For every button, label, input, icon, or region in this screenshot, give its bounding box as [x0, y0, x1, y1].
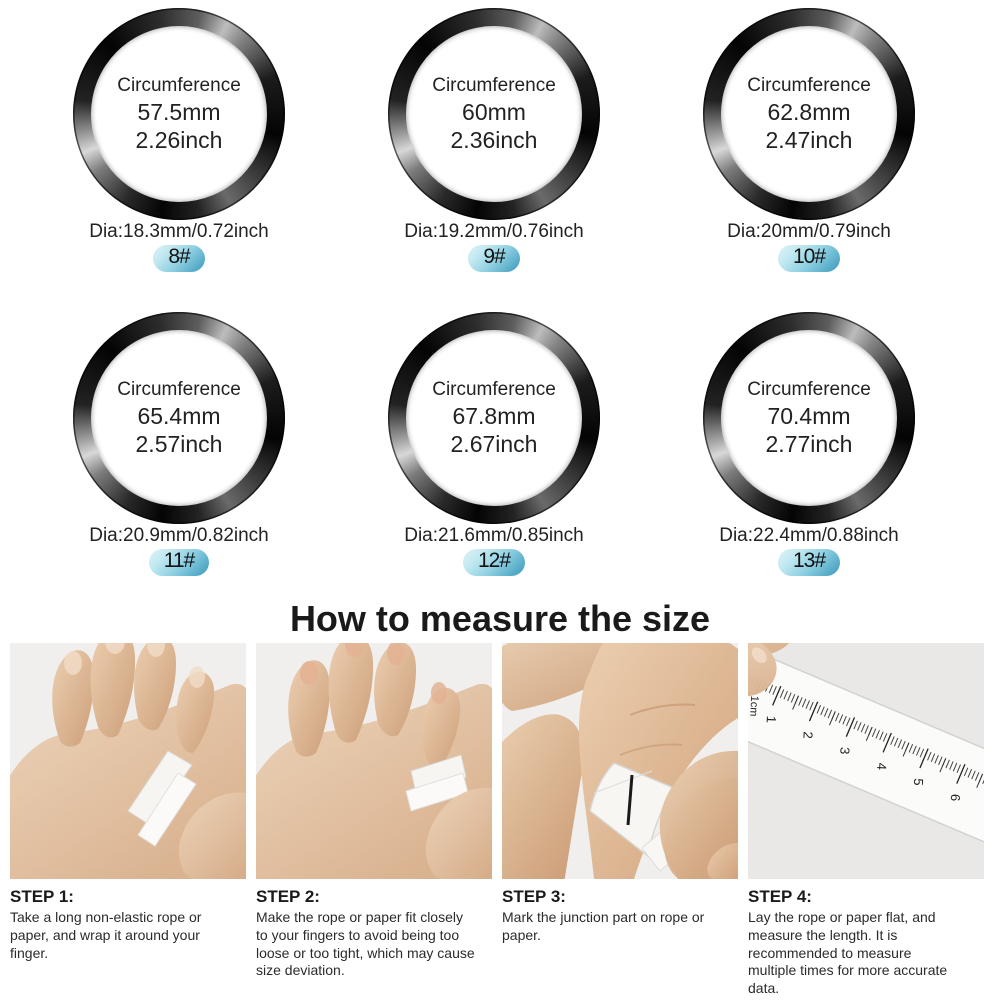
svg-text:6: 6	[948, 794, 963, 802]
svg-text:1cm: 1cm	[748, 695, 760, 716]
svg-text:2: 2	[800, 731, 815, 739]
svg-text:3: 3	[837, 747, 852, 755]
svg-text:5: 5	[911, 778, 926, 786]
svg-text:4: 4	[874, 762, 889, 770]
svg-text:1: 1	[764, 715, 779, 723]
